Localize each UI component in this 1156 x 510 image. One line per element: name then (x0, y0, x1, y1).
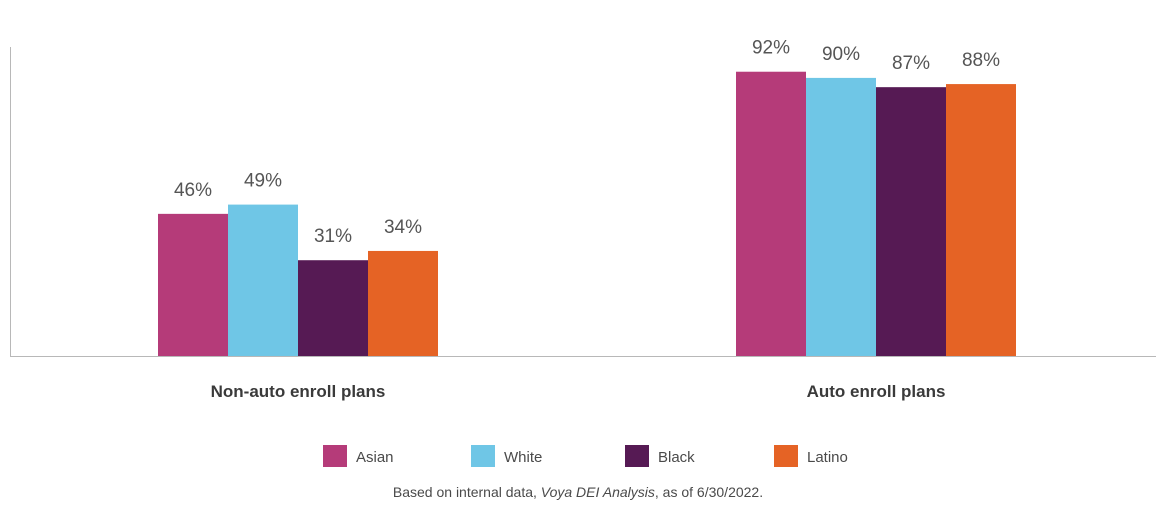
legend-swatch-latino (774, 445, 798, 467)
legend-label-black: Black (658, 449, 695, 466)
source-footnote: Based on internal data, Voya DEI Analysi… (0, 484, 1156, 500)
data-labels-group: 46% 49% 31% 34% 92% 90% 87% 88% (174, 38, 1000, 247)
footnote-suffix: , as of 6/30/2022. (654, 484, 764, 500)
bars-group (158, 71, 1016, 357)
legend-swatch-black (625, 445, 649, 467)
bar-latino-1 (368, 250, 438, 356)
data-label-asian-1: 46% (174, 180, 212, 201)
bar-black-1 (298, 260, 368, 356)
legend-label-asian: Asian (356, 449, 394, 466)
category-labels-group: Non-auto enroll plans Auto enroll plans (211, 382, 946, 401)
bar-latino-2 (946, 84, 1016, 356)
data-label-asian-2: 92% (752, 38, 790, 59)
bar-white-1 (228, 204, 298, 356)
data-label-latino-1: 34% (384, 217, 422, 238)
data-label-white-1: 49% (244, 171, 282, 192)
legend: Asian White Black Latino (323, 445, 848, 467)
bar-black-2 (876, 87, 946, 357)
category-label-1: Non-auto enroll plans (211, 382, 386, 401)
data-label-black-1: 31% (314, 226, 352, 247)
category-label-2: Auto enroll plans (807, 382, 946, 401)
legend-swatch-asian (323, 445, 347, 467)
bar-white-2 (806, 77, 876, 357)
data-label-latino-2: 88% (962, 50, 1000, 71)
legend-label-white: White (504, 449, 542, 466)
bar-asian-2 (736, 71, 806, 356)
data-label-white-2: 90% (822, 44, 860, 65)
bar-asian-1 (158, 213, 228, 356)
data-label-black-2: 87% (892, 53, 930, 74)
footnote-prefix: Based on internal data, (392, 484, 541, 500)
legend-label-latino: Latino (807, 449, 848, 466)
footnote-source: Voya DEI Analysis (540, 484, 655, 500)
legend-swatch-white (471, 445, 495, 467)
